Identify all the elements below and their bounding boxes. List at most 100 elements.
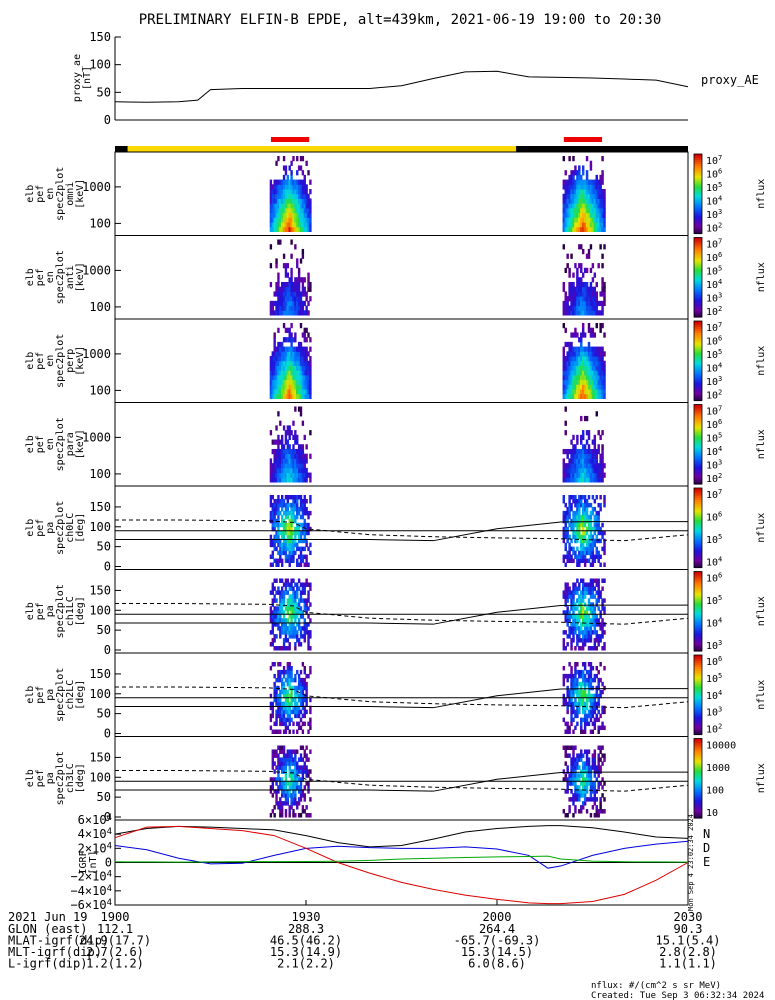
pitch-cell (595, 797, 598, 802)
spectrogram-cell (574, 384, 577, 390)
time-tick-label: 1930 (292, 910, 321, 924)
pitch-cell (271, 781, 274, 786)
pitch-cell (580, 689, 583, 695)
colorbar-segment (694, 223, 702, 227)
colorbar-segment (694, 434, 702, 437)
pitch-cell (288, 554, 291, 560)
spectrogram-cell (292, 379, 295, 385)
energy-tick-label: 1000 (82, 180, 111, 194)
spectrogram-cell (294, 300, 297, 307)
colorbar-segment (694, 257, 702, 260)
colorbar-segment (694, 193, 702, 197)
pitch-cell (591, 554, 595, 560)
spectrogram-cell (292, 389, 295, 395)
pitch-cell (297, 709, 301, 715)
spectrogram-cell (307, 384, 310, 390)
pitch-cell (589, 781, 593, 786)
igrf-total-line (114, 855, 689, 863)
spectrogram-cell (288, 434, 291, 441)
spectrogram-cell (580, 356, 583, 362)
pitch-cell (286, 689, 290, 695)
pitch-cell (581, 705, 585, 711)
spectrogram-cell (288, 393, 291, 399)
spectrogram-cell (286, 193, 290, 199)
spectrogram-cell (280, 193, 284, 199)
pitch-cell (273, 606, 276, 611)
pitch-cell (562, 498, 566, 504)
pitch-cell (275, 777, 278, 782)
spectrogram-cell (570, 379, 573, 385)
colorbar-segment (694, 215, 702, 219)
spectrogram-cell (570, 351, 573, 357)
colorbar-tick-label: 103 (706, 639, 722, 652)
pitch-cell (585, 749, 589, 754)
pitch-cell (299, 538, 303, 544)
spectrogram-cell (597, 393, 600, 399)
colorbar-segment (694, 414, 702, 418)
spectrogram-cell (580, 351, 583, 357)
pitch-cell (574, 785, 577, 790)
pitch-tick-label: 50 (97, 707, 111, 721)
pitch-cell (576, 586, 579, 591)
spectrogram-cell (574, 458, 577, 464)
pitch-cell (282, 701, 286, 707)
pitch-cell (296, 801, 299, 806)
pitch-cell (271, 630, 274, 635)
pitch-cell (597, 709, 600, 715)
spectrogram-cell (299, 212, 303, 218)
pitch-cell (599, 626, 602, 631)
spectrogram-cell (277, 305, 280, 311)
ephemeris-value: 15.1(5.4) (655, 934, 720, 948)
pitch-cell (576, 793, 579, 798)
pitch-cell (290, 594, 293, 599)
pitch-cell (581, 558, 585, 564)
pitch-cell (597, 606, 600, 611)
pitch-cell (277, 753, 280, 758)
spectrogram-cell (581, 332, 585, 338)
pitch-cell (574, 622, 577, 627)
pitch-cell (307, 530, 310, 536)
pitch-cell (574, 781, 577, 786)
spectrogram-cell (578, 198, 581, 204)
pitch-cell (297, 801, 301, 806)
spectrogram-cell (568, 365, 571, 371)
spectrogram-cell (299, 374, 303, 381)
spectrogram-cell (578, 448, 581, 455)
pitch-cell (292, 606, 295, 611)
spectrogram-cell (576, 360, 579, 366)
pitch-cell (282, 546, 286, 552)
igrf-tick-label: 2×104 (78, 841, 112, 855)
pitch-cell (583, 582, 587, 587)
colorbar-segment (694, 617, 702, 620)
spectrogram-cell (286, 217, 290, 223)
spectrogram-cell (568, 351, 571, 357)
pitch-cell (570, 522, 573, 528)
spectrogram-cell (581, 444, 585, 450)
spectrogram-cell (294, 439, 297, 445)
spectrogram-cell (275, 384, 278, 390)
ylabel-line: pef (35, 435, 46, 453)
spectrogram-cell (562, 286, 566, 292)
pitch-cell (580, 673, 583, 679)
pitch-cell (286, 717, 290, 723)
spectrogram-cell (303, 226, 306, 232)
pitch-cell (280, 769, 284, 774)
pitch-cell (591, 542, 595, 548)
pitch-cell (290, 793, 293, 798)
spectrogram-cell (301, 286, 305, 292)
spectrogram-cell (290, 170, 293, 176)
pitch-cell (578, 562, 581, 567)
colorbar-segment (694, 700, 702, 704)
pitch-cell (282, 638, 286, 643)
spectrogram-cell (570, 393, 573, 399)
pitch-cell (597, 729, 600, 734)
colorbar-segment (694, 511, 702, 515)
pitch-cell (576, 689, 579, 695)
energy-panel-ylabel: elb pef en spec2plot omni [keV] (25, 167, 86, 221)
spectrogram-cell (292, 300, 295, 307)
pitch-cell (562, 630, 566, 635)
spectrogram-cell (591, 193, 595, 199)
pitch-cell (572, 602, 575, 607)
colorbar-segment (694, 798, 702, 801)
